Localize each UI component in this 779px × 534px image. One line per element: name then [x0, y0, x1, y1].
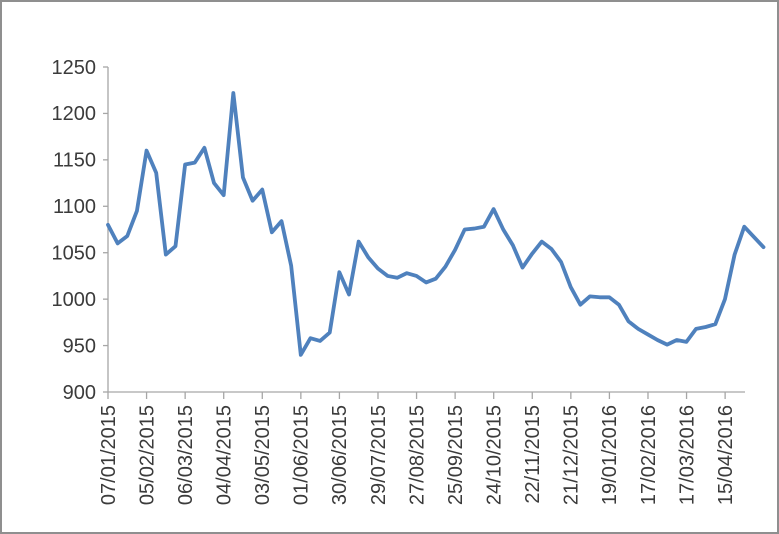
x-axis-label: 19/01/2016	[599, 405, 621, 505]
x-axis-label: 17/02/2016	[638, 405, 660, 505]
y-axis-label: 1200	[52, 103, 97, 125]
x-axis-label: 25/09/2015	[445, 405, 467, 505]
y-axis-label: 1100	[53, 196, 96, 218]
x-axis-label: 15/04/2016	[715, 405, 737, 505]
x-axis-label: 06/03/2015	[175, 405, 197, 505]
x-axis-label: 01/06/2015	[291, 405, 313, 505]
x-axis-label: 29/07/2015	[368, 405, 390, 505]
x-axis-label: 17/03/2016	[676, 405, 698, 505]
y-axis-label: 1250	[52, 57, 97, 79]
x-axis-label: 21/12/2015	[561, 405, 583, 505]
x-axis-label: 04/04/2015	[214, 405, 236, 505]
x-axis-label: 03/05/2015	[252, 405, 274, 505]
y-axis-label: 1150	[53, 150, 96, 172]
y-axis-label: 950	[63, 335, 96, 357]
x-axis-label: 27/08/2015	[406, 405, 428, 505]
y-axis-label: 900	[63, 382, 96, 404]
y-axis-label: 1050	[52, 243, 97, 265]
x-axis-label: 30/06/2015	[329, 405, 351, 505]
x-axis-label: 22/11/2015	[522, 405, 544, 504]
data-series-line	[106, 91, 766, 357]
x-axis-label: 07/01/2015	[98, 405, 120, 505]
x-axis-label: 24/10/2015	[484, 405, 506, 505]
y-axis-label: 1000	[52, 289, 97, 311]
x-axis-label: 05/02/2015	[136, 405, 158, 505]
